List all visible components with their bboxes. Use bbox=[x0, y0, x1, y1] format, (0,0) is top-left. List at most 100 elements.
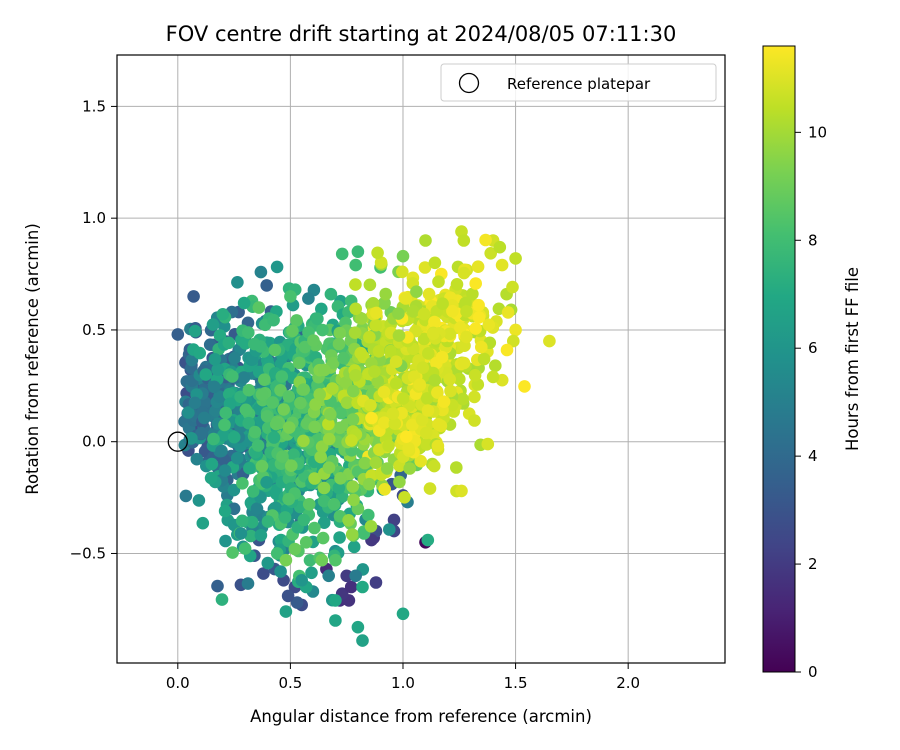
data-point bbox=[349, 258, 363, 272]
data-point bbox=[419, 234, 432, 247]
data-point bbox=[369, 456, 383, 470]
data-point bbox=[236, 477, 249, 490]
data-point bbox=[242, 416, 255, 430]
data-point bbox=[406, 305, 420, 318]
data-point bbox=[365, 411, 378, 425]
data-point bbox=[380, 462, 394, 475]
data-point bbox=[293, 356, 306, 370]
data-point bbox=[418, 261, 432, 274]
data-point bbox=[457, 266, 471, 280]
data-point bbox=[282, 492, 296, 506]
data-point bbox=[299, 536, 313, 549]
data-point bbox=[437, 395, 451, 409]
data-point bbox=[388, 417, 402, 431]
data-point bbox=[518, 380, 531, 393]
data-point bbox=[345, 528, 359, 541]
data-point bbox=[427, 459, 441, 473]
data-point bbox=[324, 287, 338, 301]
data-point bbox=[489, 359, 502, 373]
data-point bbox=[493, 240, 507, 254]
data-point bbox=[396, 249, 410, 263]
x-tick-label: 1.5 bbox=[504, 674, 528, 692]
data-point bbox=[431, 386, 444, 399]
data-point bbox=[421, 533, 435, 547]
data-point bbox=[297, 513, 311, 527]
data-point bbox=[217, 429, 230, 442]
data-point bbox=[347, 540, 361, 554]
data-point bbox=[435, 350, 449, 364]
data-point bbox=[378, 416, 391, 430]
data-point bbox=[455, 484, 468, 498]
data-point bbox=[282, 421, 296, 434]
data-point bbox=[378, 483, 392, 496]
data-point bbox=[327, 498, 341, 511]
legend-box bbox=[440, 63, 717, 102]
data-point bbox=[372, 345, 386, 358]
data-point bbox=[495, 258, 509, 272]
data-point bbox=[316, 531, 330, 545]
data-point bbox=[239, 403, 253, 417]
data-point bbox=[188, 324, 202, 338]
data-point bbox=[260, 476, 273, 489]
data-point bbox=[188, 396, 202, 410]
data-point bbox=[171, 328, 185, 341]
data-point bbox=[416, 361, 430, 375]
data-point bbox=[364, 399, 377, 412]
data-point bbox=[199, 368, 213, 381]
data-point bbox=[226, 546, 239, 559]
data-point bbox=[456, 392, 470, 406]
data-point bbox=[322, 461, 336, 475]
colorbar-tick-label: 6 bbox=[808, 339, 818, 357]
data-point bbox=[308, 420, 322, 434]
data-point bbox=[410, 285, 423, 299]
data-point bbox=[297, 383, 311, 396]
data-point bbox=[423, 482, 437, 495]
data-point bbox=[469, 277, 483, 290]
data-point bbox=[466, 287, 479, 301]
data-point bbox=[413, 378, 427, 392]
data-point bbox=[345, 434, 358, 447]
x-tick-label: 1.0 bbox=[391, 674, 415, 692]
data-point bbox=[269, 417, 283, 431]
legend: Reference platepar bbox=[440, 63, 717, 102]
data-point bbox=[406, 418, 419, 432]
data-point bbox=[260, 410, 274, 423]
data-point bbox=[486, 370, 500, 384]
data-point bbox=[472, 311, 486, 324]
data-point bbox=[222, 336, 236, 350]
data-point bbox=[396, 607, 410, 621]
data-point bbox=[468, 369, 482, 382]
data-point bbox=[255, 388, 269, 401]
x-axis-ticks: 0.0 0.5 1.0 1.5 2.0 bbox=[166, 663, 640, 692]
data-point bbox=[205, 457, 219, 471]
data-point bbox=[215, 593, 229, 606]
data-point bbox=[295, 574, 309, 587]
data-point bbox=[237, 371, 251, 384]
data-point bbox=[279, 605, 293, 618]
data-point bbox=[421, 404, 435, 417]
data-point bbox=[235, 514, 249, 528]
data-point bbox=[316, 323, 329, 337]
data-point bbox=[270, 260, 284, 274]
data-point bbox=[356, 580, 369, 594]
colorbar-tick-label: 8 bbox=[808, 231, 818, 249]
data-point bbox=[251, 439, 265, 452]
data-point bbox=[333, 421, 347, 435]
data-point bbox=[371, 246, 384, 260]
data-point bbox=[276, 450, 289, 463]
data-point bbox=[402, 442, 415, 455]
data-point bbox=[309, 398, 322, 411]
data-point bbox=[386, 407, 400, 421]
data-point bbox=[252, 301, 266, 314]
data-point bbox=[460, 330, 473, 344]
data-point bbox=[315, 553, 329, 567]
data-point bbox=[226, 370, 239, 383]
data-point bbox=[242, 326, 255, 339]
data-point bbox=[182, 406, 195, 419]
data-point bbox=[228, 351, 241, 365]
data-point bbox=[294, 396, 307, 410]
data-point bbox=[369, 318, 383, 332]
data-point bbox=[450, 461, 463, 474]
data-point bbox=[334, 406, 347, 420]
data-point bbox=[348, 326, 362, 340]
